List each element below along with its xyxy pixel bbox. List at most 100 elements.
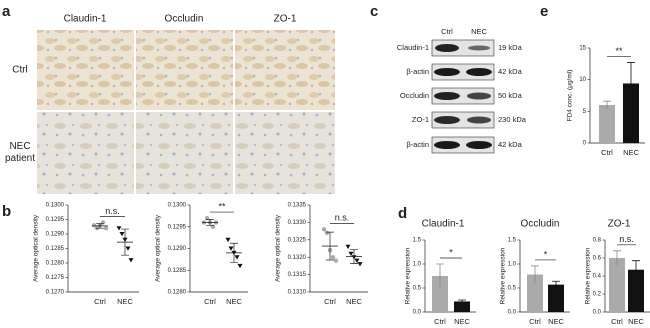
lane-label: NEC (471, 27, 487, 36)
bar (527, 274, 543, 312)
x-tick-label: Ctrl (324, 297, 336, 306)
size-label: 50 kDa (498, 91, 523, 100)
y-tick-label: 0.6 (593, 256, 602, 262)
error-bar (603, 100, 611, 109)
size-label: 42 kDa (498, 140, 523, 149)
y-tick-label: 0.4 (593, 274, 602, 280)
y-tick-label: 1.5 (508, 238, 517, 244)
bar (628, 269, 644, 312)
data-point (333, 258, 339, 263)
y-axis-title: Average optical density (155, 214, 162, 282)
size-label: 230 kDa (498, 115, 527, 124)
data-point (228, 246, 234, 251)
band (467, 92, 491, 100)
data-point (354, 258, 360, 263)
data-point (321, 227, 327, 232)
protein-label: β-actin (406, 140, 429, 149)
size-label: 19 kDa (498, 43, 523, 52)
x-tick-label: Ctrl (601, 148, 613, 157)
y-axis-title: Average optical density (33, 214, 40, 282)
y-tick-label: 0 (583, 141, 587, 147)
data-point (125, 246, 131, 251)
band (468, 45, 490, 51)
y-tick-label: 0.1290 (168, 246, 187, 252)
micrograph (37, 30, 134, 110)
y-tick-label: 0.1270 (46, 290, 65, 296)
band (434, 68, 460, 76)
y-tick-label: 0.0 (413, 310, 422, 316)
x-tick-label: Ctrl (529, 317, 541, 326)
micrograph (136, 112, 233, 194)
error-bar (206, 219, 214, 226)
panel-label: b (2, 203, 11, 220)
band (434, 141, 460, 149)
significance-label: n.s. (105, 206, 120, 216)
y-tick-label: 0.0 (593, 310, 602, 316)
bar (599, 105, 615, 143)
data-point (237, 263, 243, 269)
lane-label: Ctrl (441, 27, 453, 36)
y-tick-label: 0.1280 (46, 261, 65, 267)
data-point (100, 220, 106, 225)
y-tick-label: 0.1310 (288, 290, 307, 296)
y-tick-label: 0.1330 (288, 220, 307, 226)
data-point (324, 230, 330, 236)
bar (432, 276, 448, 312)
y-tick-label: 0.0 (508, 310, 517, 316)
y-tick-label: 10 (579, 77, 586, 83)
panel-label: e (540, 3, 548, 20)
protein-label: Claudin-1 (397, 43, 429, 52)
y-axis-title: Relative expression (585, 247, 592, 304)
data-point (348, 251, 354, 257)
error-bar (552, 280, 560, 288)
x-tick-label: Ctrl (204, 297, 216, 306)
x-tick-label: NEC (548, 317, 564, 326)
error-bar (531, 265, 539, 284)
x-tick-label: NEC (454, 317, 470, 326)
significance-label: * (544, 249, 548, 259)
panel-a (37, 30, 335, 194)
bar (623, 83, 639, 143)
band (435, 44, 459, 52)
blot-strip (431, 111, 495, 129)
y-tick-label: 0.1315 (288, 272, 307, 278)
micrograph (235, 30, 335, 110)
x-tick-label: Ctrl (434, 317, 446, 326)
y-tick-label: 0.1285 (168, 268, 187, 274)
micrograph (136, 30, 233, 110)
blot-strip (431, 39, 495, 57)
panel-label: a (2, 3, 11, 20)
protein-label: β-actin (406, 67, 429, 76)
western-blot (431, 39, 495, 154)
band (466, 68, 492, 76)
panel-label: d (398, 205, 407, 222)
column-header: Claudin-1 (64, 14, 107, 25)
micrograph (37, 112, 134, 194)
significance-label: * (449, 247, 453, 257)
data-point (116, 226, 122, 231)
y-tick-label: 0.1325 (288, 237, 307, 243)
y-axis-title: Relative expression (500, 247, 507, 304)
x-tick-label: Ctrl (94, 297, 106, 306)
y-tick-label: 0.1275 (46, 275, 65, 281)
x-tick-label: NEC (117, 297, 133, 306)
y-tick-label: 0.1335 (288, 203, 307, 209)
band (434, 116, 460, 124)
y-axis-title: Average optical density (275, 214, 282, 282)
y-tick-label: 0.1295 (46, 217, 65, 223)
y-tick-label: 5 (583, 109, 587, 115)
significance-label: n.s. (335, 213, 350, 223)
y-tick-label: 0.1280 (168, 290, 187, 296)
bar (454, 301, 470, 312)
y-tick-label: 0.1300 (168, 203, 187, 209)
blot-strip (431, 63, 495, 81)
y-axis-title: Relative expression (405, 247, 412, 304)
chart-title: Claudin-1 (422, 219, 465, 230)
micrograph (235, 112, 335, 194)
row-header: NEC patient (5, 141, 35, 164)
chart-title: Occludin (521, 219, 560, 230)
protein-label: Occludin (400, 91, 429, 100)
band (434, 92, 460, 100)
band (466, 141, 492, 149)
